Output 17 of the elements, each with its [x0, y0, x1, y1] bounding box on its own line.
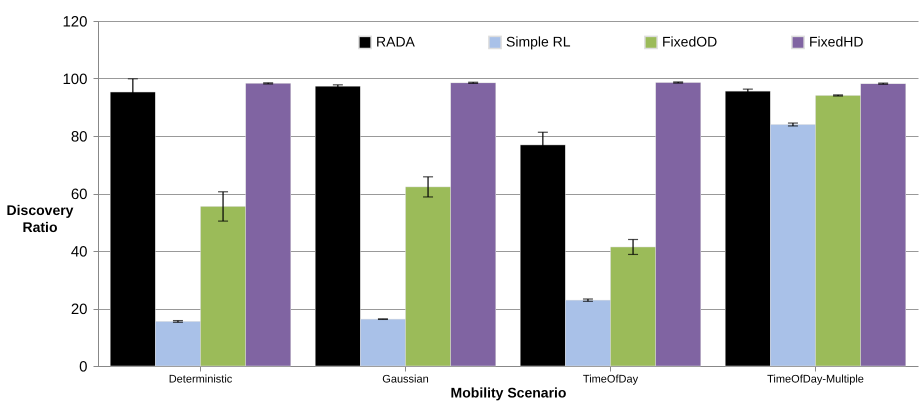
- y-tick-label: 40: [70, 244, 88, 260]
- legend-label: Simple RL: [506, 33, 571, 50]
- y-tick-label: 0: [79, 358, 88, 376]
- x-tick-label: TimeOfDay: [582, 374, 639, 386]
- y-tick-label: 60: [70, 186, 88, 203]
- x-tick-label: TimeOfDay-Multiple: [767, 374, 864, 386]
- legend-label: RADA: [376, 33, 416, 50]
- y-axis-title: Discovery Ratio: [6, 202, 74, 235]
- y-tick-label: 20: [70, 301, 88, 318]
- y-tick-label: 100: [62, 71, 88, 88]
- x-tick-label: Deterministic: [168, 374, 233, 386]
- legend-label: FixedOD: [662, 33, 718, 50]
- x-axis-title: Mobility Scenario: [450, 384, 566, 400]
- legend-label: FixedHD: [809, 33, 864, 50]
- y-tick-label: 80: [70, 128, 88, 146]
- y-tick-label: 120: [62, 14, 88, 30]
- x-tick-label: Gaussian: [382, 374, 429, 386]
